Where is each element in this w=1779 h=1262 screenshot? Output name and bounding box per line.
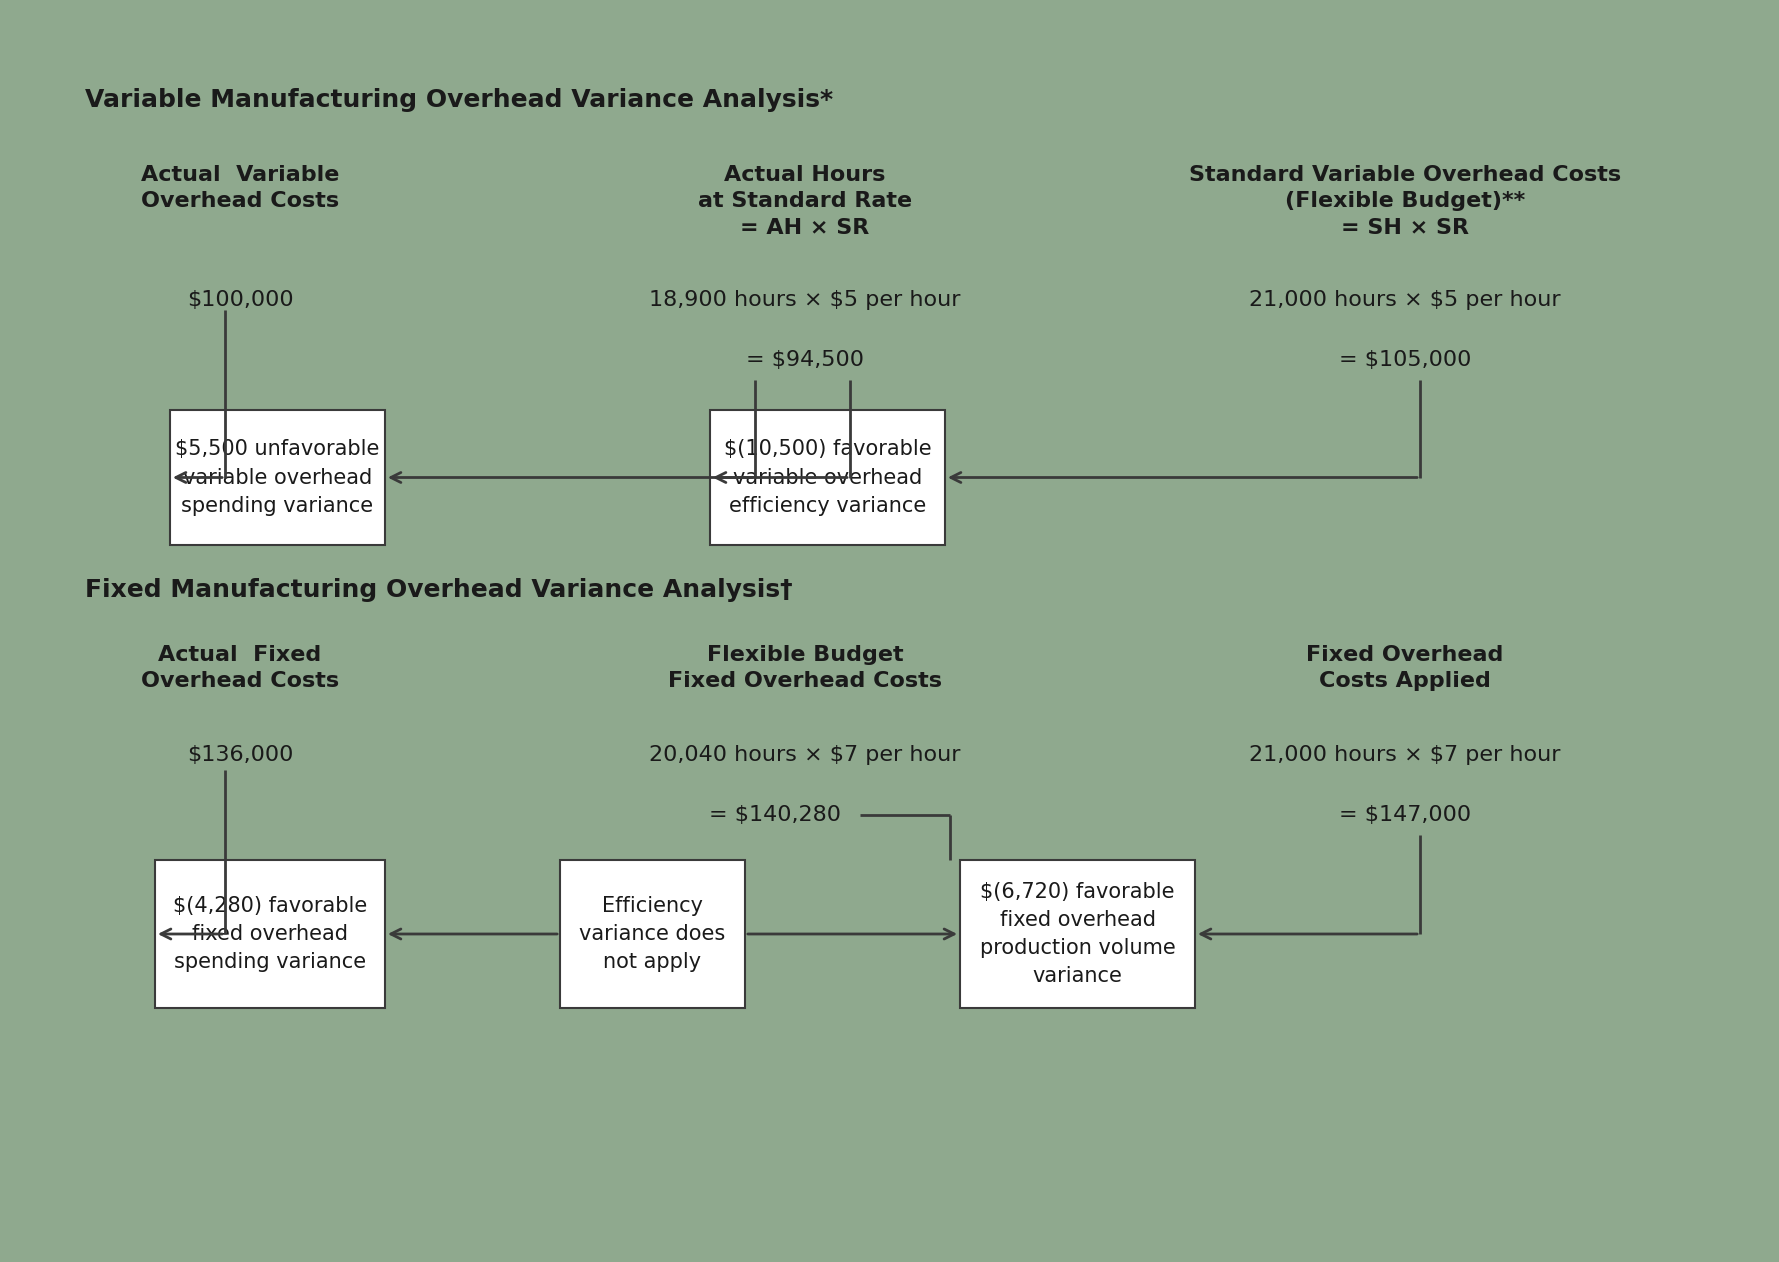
Text: $136,000: $136,000 <box>187 745 294 765</box>
Bar <box>710 410 945 545</box>
Text: Efficiency
variance does
not apply: Efficiency variance does not apply <box>580 896 726 972</box>
Text: 18,900 hours × $5 per hour: 18,900 hours × $5 per hour <box>649 290 961 310</box>
Text: $(4,280) favorable
fixed overhead
spending variance: $(4,280) favorable fixed overhead spendi… <box>173 896 366 972</box>
Text: $(10,500) favorable
variable overhead
efficiency variance: $(10,500) favorable variable overhead ef… <box>724 439 932 515</box>
Text: $5,500 unfavorable
variable overhead
spending variance: $5,500 unfavorable variable overhead spe… <box>176 439 379 515</box>
Text: Actual  Fixed
Overhead Costs: Actual Fixed Overhead Costs <box>141 645 340 692</box>
Text: Fixed Manufacturing Overhead Variance Analysis†: Fixed Manufacturing Overhead Variance An… <box>85 578 793 602</box>
Text: $(6,720) favorable
fixed overhead
production volume
variance: $(6,720) favorable fixed overhead produc… <box>980 882 1176 986</box>
Text: Flexible Budget
Fixed Overhead Costs: Flexible Budget Fixed Overhead Costs <box>667 645 943 692</box>
Bar <box>155 859 384 1008</box>
Text: = $105,000: = $105,000 <box>1340 350 1471 370</box>
Text: 21,000 hours × $5 per hour: 21,000 hours × $5 per hour <box>1249 290 1560 310</box>
Text: = $140,280: = $140,280 <box>710 805 841 825</box>
Text: = $94,500: = $94,500 <box>745 350 865 370</box>
Bar <box>171 410 384 545</box>
Text: Actual Hours
at Standard Rate
= AH × SR: Actual Hours at Standard Rate = AH × SR <box>697 165 913 237</box>
Text: $100,000: $100,000 <box>187 290 294 310</box>
Bar <box>560 859 745 1008</box>
Text: 20,040 hours × $7 per hour: 20,040 hours × $7 per hour <box>649 745 961 765</box>
Text: Variable Manufacturing Overhead Variance Analysis*: Variable Manufacturing Overhead Variance… <box>85 88 833 112</box>
Text: Actual  Variable
Overhead Costs: Actual Variable Overhead Costs <box>141 165 340 212</box>
Text: 21,000 hours × $7 per hour: 21,000 hours × $7 per hour <box>1249 745 1560 765</box>
Text: Fixed Overhead
Costs Applied: Fixed Overhead Costs Applied <box>1306 645 1503 692</box>
Text: Standard Variable Overhead Costs
(Flexible Budget)**
= SH × SR: Standard Variable Overhead Costs (Flexib… <box>1188 165 1621 237</box>
Text: = $147,000: = $147,000 <box>1340 805 1471 825</box>
Bar <box>961 859 1195 1008</box>
